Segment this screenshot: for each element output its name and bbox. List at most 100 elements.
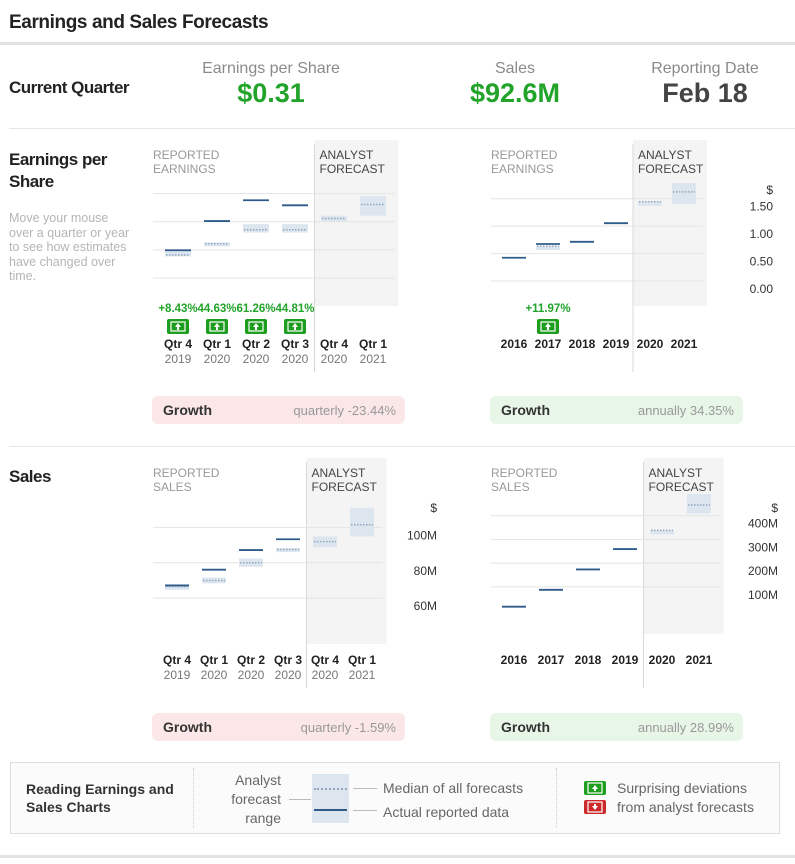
surprise-up-icon: [287, 321, 303, 332]
y-tick-label: 0.50: [750, 255, 774, 269]
current-quarter-label: Current Quarter: [9, 78, 130, 97]
x-tick-label: 2017: [538, 653, 565, 667]
surprise-percent: 44.63%: [197, 303, 236, 315]
legend-divider: [556, 768, 557, 828]
legend-connector: [289, 799, 311, 800]
forecast-header: FORECAST: [638, 162, 704, 176]
y-axis-unit: $: [766, 183, 773, 197]
legend-surprise-label-1: Surprising deviations: [617, 780, 747, 796]
y-tick-label: 1.00: [750, 227, 774, 241]
forecast-header: FORECAST: [649, 480, 715, 494]
x-tick-year: 2020: [321, 352, 348, 366]
growth-label: Growth: [501, 719, 550, 735]
forecast-header: FORECAST: [312, 480, 378, 494]
surprise-down-icon: [584, 800, 606, 814]
growth-value: annually 28.99%: [637, 720, 734, 735]
reported-header: EARNINGS: [153, 162, 216, 176]
chart-legend: Reading Earnings and Sales Charts Analys…: [10, 762, 780, 834]
legend-actual-swatch: [314, 809, 347, 811]
legend-divider: [193, 768, 194, 828]
reporting-date-label: Reporting Date: [651, 60, 759, 77]
eps-quarterly-growth: Growth quarterly -23.44%: [152, 396, 405, 424]
x-tick-year: 2020: [201, 668, 228, 682]
legend-connector: [353, 810, 377, 811]
growth-value: annually 34.35%: [637, 403, 734, 418]
sales-metric-value: $92.6M: [469, 78, 561, 108]
eps-quarterly-chart[interactable]: REPORTEDEARNINGSANALYSTFORECAST$0.400.30…: [150, 140, 410, 380]
x-tick-year: 2020: [204, 352, 231, 366]
legend-range-label: Analyst forecast range: [231, 772, 281, 826]
x-tick-label: 2018: [569, 337, 596, 351]
y-tick-label: 80M: [414, 564, 437, 578]
y-tick-label: 100M: [407, 528, 437, 542]
x-tick-year: 2020: [312, 668, 339, 682]
eps-hint-text: Move your mouse over a quarter or year t…: [9, 211, 130, 283]
y-tick-label: 60M: [414, 599, 437, 613]
growth-value: quarterly -1.59%: [300, 720, 396, 735]
forecast-range-box: [360, 196, 386, 216]
surprise-up-icon: [175, 323, 181, 330]
x-tick-label: 2020: [649, 653, 676, 667]
surprise-percent: +11.97%: [525, 303, 570, 315]
surprise-up-icon: [545, 323, 551, 330]
forecast-header: ANALYST: [312, 466, 366, 480]
reported-header: EARNINGS: [491, 162, 554, 176]
eps-metric-value: $0.31: [237, 78, 305, 108]
growth-label: Growth: [163, 719, 212, 735]
surprise-up-icon: [584, 781, 606, 795]
x-tick-year: 2020: [275, 668, 302, 682]
legend-title: Reading Earnings and Sales Charts: [26, 781, 174, 815]
forecast-range-box: [165, 249, 191, 257]
forecast-header: ANALYST: [649, 466, 703, 480]
surprise-up-icon: [292, 323, 298, 330]
x-tick-year: 2020: [282, 352, 309, 366]
x-tick-label: 2019: [612, 653, 639, 667]
y-axis-unit: $: [430, 501, 437, 515]
surprise-up-icon: [214, 323, 220, 330]
sales-annual-growth: Growth annually 28.99%: [490, 713, 743, 741]
surprise-up-icon: [248, 321, 264, 332]
footer-divider: [0, 855, 795, 858]
y-tick-label: 0.00: [750, 282, 774, 296]
x-tick-label: Qtr 2: [242, 337, 270, 351]
surprise-up-icon: [253, 323, 259, 330]
y-tick-label: 400M: [748, 517, 778, 531]
x-tick-label: 2020: [637, 337, 664, 351]
reported-header: SALES: [153, 480, 192, 494]
legend-actual-label: Actual reported data: [383, 804, 510, 820]
surprise-percent: +8.43%: [158, 303, 197, 315]
x-tick-label: Qtr 4: [164, 337, 192, 351]
y-tick-label: 200M: [748, 564, 778, 578]
forecast-range-box: [672, 183, 696, 204]
x-tick-label: 2021: [686, 653, 713, 667]
reported-header: REPORTED: [491, 466, 558, 480]
x-tick-label: Qtr 2: [237, 653, 265, 667]
forecast-range-box: [687, 494, 711, 514]
forecast-range-box: [313, 536, 337, 548]
x-tick-label: Qtr 3: [274, 653, 302, 667]
x-tick-label: Qtr 4: [320, 337, 348, 351]
x-tick-label: Qtr 4: [311, 653, 339, 667]
x-tick-year: 2019: [165, 352, 192, 366]
forecast-header: FORECAST: [320, 162, 386, 176]
forecast-range-box: [282, 224, 308, 233]
x-tick-label: Qtr 1: [348, 653, 376, 667]
x-tick-year: 2020: [238, 668, 265, 682]
x-tick-year: 2020: [243, 352, 270, 366]
forecast-background: [643, 458, 724, 634]
legend-surprise-label-2: from analyst forecasts: [617, 799, 754, 815]
forecast-range-box: [638, 201, 662, 206]
section-divider: [9, 128, 795, 129]
x-tick-label: Qtr 1: [359, 337, 387, 351]
forecast-range-box: [536, 246, 560, 251]
growth-label: Growth: [163, 402, 212, 418]
x-tick-year: 2021: [349, 668, 376, 682]
x-tick-label: Qtr 4: [163, 653, 191, 667]
forecast-range-box: [165, 585, 189, 590]
x-tick-label: 2016: [501, 653, 528, 667]
forecast-range-box: [350, 507, 374, 537]
forecast-range-box: [202, 577, 226, 584]
